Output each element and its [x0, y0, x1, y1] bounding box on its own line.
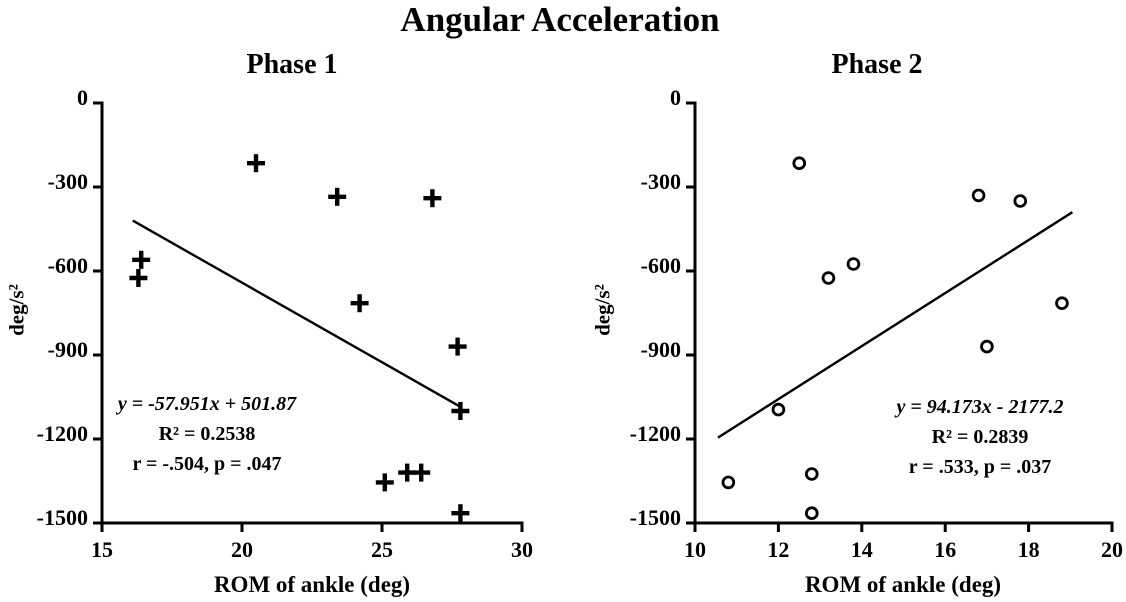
x-tick-label: 10: [684, 537, 706, 562]
phase1-x-axis-label: ROM of ankle (deg): [213, 572, 411, 597]
data-point-circle: [821, 271, 836, 285]
x-tick-label: 16: [934, 537, 956, 562]
y-tick-label: -600: [641, 253, 681, 278]
y-tick-label: -300: [48, 169, 88, 194]
x-tick-label: 18: [1018, 537, 1040, 562]
data-point-circle: [804, 506, 819, 521]
y-tick-label: 0: [77, 85, 88, 110]
x-tick-label: 30: [511, 537, 533, 562]
x-tick-label: 15: [91, 537, 113, 562]
x-tick-label: 12: [767, 537, 789, 562]
phase2-x-axis-label: ROM of ankle (deg): [804, 572, 1002, 597]
x-tick-label: 14: [851, 537, 873, 562]
phase2-stats: r = .533, p = .037: [908, 456, 1052, 478]
phase2-title: Phase 2: [831, 49, 923, 80]
data-point-circle: [804, 467, 819, 481]
data-point-circle: [771, 402, 786, 417]
data-point-circle: [721, 475, 736, 490]
trend-line: [132, 219, 461, 408]
phase1-r-squared: R² = 0.2538: [158, 423, 256, 445]
data-point-circle: [980, 339, 994, 354]
data-point-circle: [1013, 194, 1028, 208]
y-tick-label: 0: [670, 85, 681, 110]
phase1-annotation: y = -57.951x + 501.87 R² = 0.2538 r = -.…: [47, 389, 367, 479]
y-tick-label: -1500: [630, 505, 681, 530]
x-tick-label: 25: [371, 537, 393, 562]
y-tick-label: -900: [48, 337, 88, 362]
y-tick-label: -600: [48, 253, 88, 278]
data-point-circle: [971, 188, 986, 203]
y-tick-label: -1200: [630, 421, 681, 446]
y-tick-label: -900: [641, 337, 681, 362]
phase1-title: Phase 1: [246, 49, 338, 80]
data-point-circle: [846, 257, 861, 271]
y-tick-label: -1200: [37, 421, 88, 446]
figure-title: Angular Acceleration: [400, 0, 720, 39]
phase1-equation: y = -57.951x + 501.87: [117, 393, 297, 415]
data-point-circle: [1055, 296, 1069, 311]
phase1-stats: r = -.504, p = .047: [132, 453, 282, 475]
y-tick-label: -1500: [37, 505, 88, 530]
y-tick-label: -300: [641, 169, 681, 194]
phase2-y-axis-label: deg/s²: [590, 284, 615, 336]
x-tick-label: 20: [1101, 537, 1123, 562]
data-point-circle: [792, 156, 807, 171]
trend-line: [717, 211, 1074, 439]
phase2-equation: y = 94.173x - 2177.2: [896, 396, 1064, 418]
phase2-annotation: y = 94.173x - 2177.2 R² = 0.2839 r = .53…: [820, 392, 1126, 482]
phase1-y-axis-label: deg/s²: [4, 284, 29, 336]
phase2-r-squared: R² = 0.2839: [931, 426, 1029, 448]
x-tick-label: 20: [231, 537, 253, 562]
